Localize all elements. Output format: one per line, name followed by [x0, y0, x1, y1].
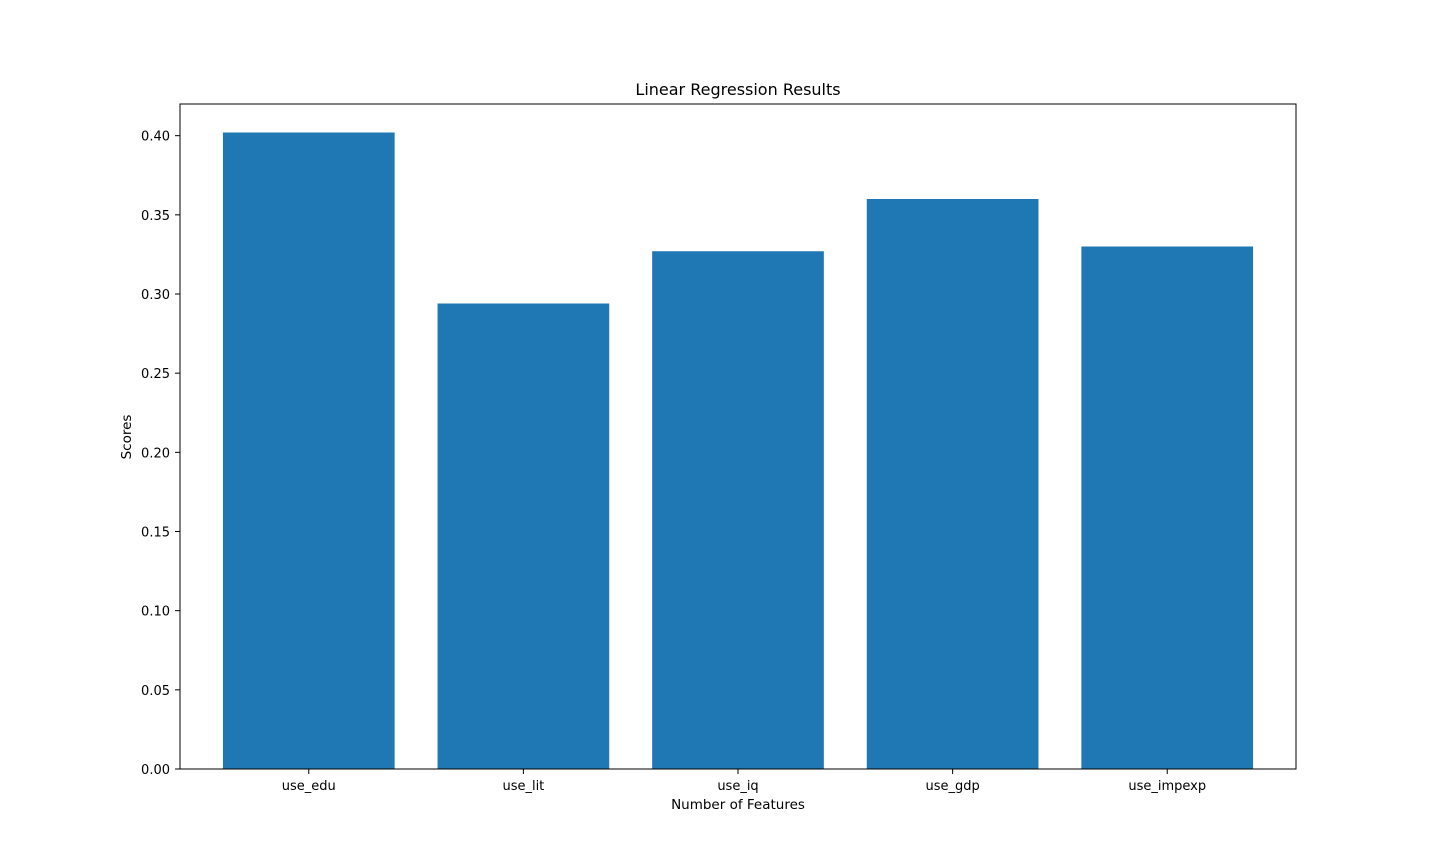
y-tick-label: 0.35: [141, 209, 170, 224]
x-tick-label: use_gdp: [925, 779, 979, 794]
bar-use_gdp: [866, 199, 1039, 769]
chart-title: Linear Regression Results: [635, 80, 840, 99]
y-tick-label: 0.05: [141, 684, 170, 699]
y-tick-label: 0.15: [141, 526, 170, 541]
x-tick-label: use_iq: [717, 779, 758, 794]
bar-use_lit: [437, 303, 610, 769]
y-tick-label: 0.25: [141, 367, 170, 382]
x-tick-label: use_impexp: [1128, 779, 1206, 794]
x-axis: use_edu use_lit use_iq use_gdp use_impexp: [282, 769, 1206, 794]
bars-group: [222, 132, 1254, 769]
y-tick-label: 0.40: [141, 130, 170, 145]
y-axis: 0.00 0.05 0.10 0.15 0.20 0.25 0.30 0.35 0.40: [141, 130, 180, 778]
bar-use_iq: [652, 251, 824, 769]
bar-use_edu: [222, 132, 395, 769]
x-tick-label: use_lit: [502, 779, 544, 794]
y-tick-label: 0.10: [141, 605, 170, 620]
y-tick-label: 0.00: [141, 763, 170, 778]
x-axis-label: Number of Features: [671, 797, 805, 813]
y-tick-label: 0.20: [141, 446, 170, 461]
x-tick-label: use_edu: [282, 779, 336, 794]
bar-use_impexp: [1081, 246, 1254, 769]
y-tick-label: 0.30: [141, 288, 170, 303]
y-axis-label: Scores: [119, 415, 135, 460]
plot-frame: [179, 103, 1297, 770]
